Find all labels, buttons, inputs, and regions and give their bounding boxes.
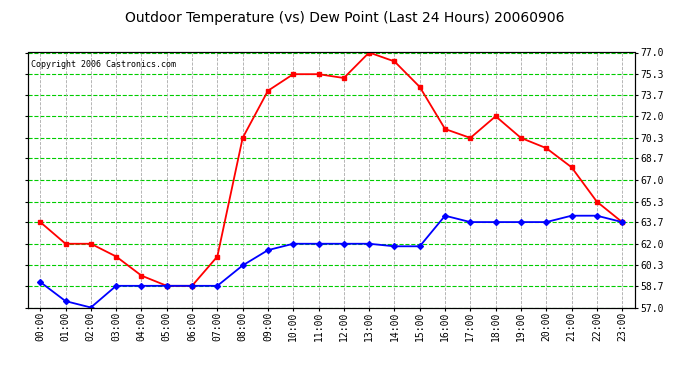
- Text: Outdoor Temperature (vs) Dew Point (Last 24 Hours) 20060906: Outdoor Temperature (vs) Dew Point (Last…: [126, 11, 564, 25]
- Text: Copyright 2006 Castronics.com: Copyright 2006 Castronics.com: [30, 60, 176, 69]
